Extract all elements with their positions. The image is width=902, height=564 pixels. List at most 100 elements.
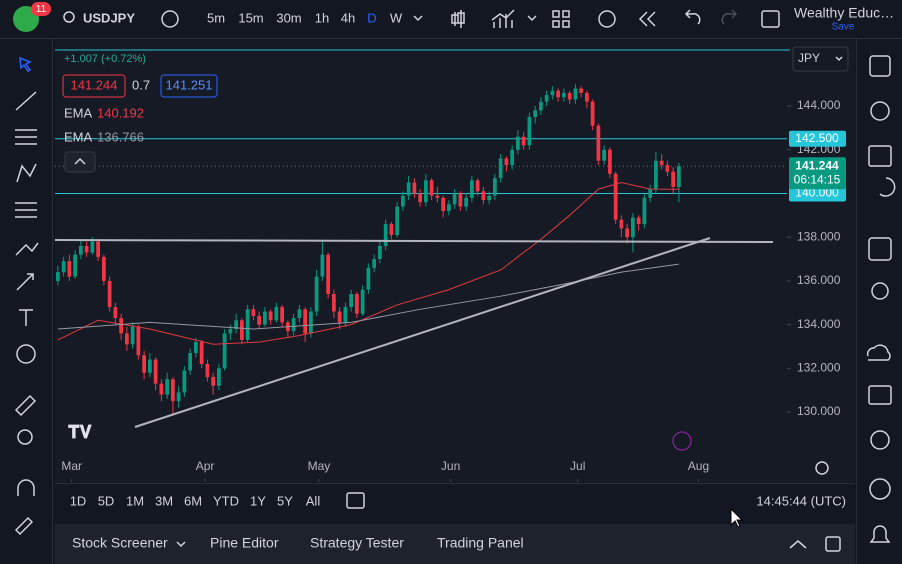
hotlists[interactable] (879, 177, 896, 197)
candle-body (458, 193, 463, 207)
sell-box[interactable] (62, 74, 126, 98)
bid[interactable]: 141.244 (71, 77, 118, 92)
settings[interactable] (815, 461, 829, 475)
cloud[interactable] (866, 344, 891, 361)
alerts-panel[interactable] (870, 101, 890, 121)
countdown: 06:14:15 (794, 172, 841, 186)
restore-panel[interactable] (825, 536, 841, 552)
watchlist[interactable] (869, 55, 891, 77)
range-button[interactable]: All (306, 493, 321, 508)
currency[interactable]: JPY (798, 51, 820, 65)
candle-body (263, 311, 267, 325)
range-button[interactable]: 1M (126, 493, 144, 508)
symbol[interactable]: USDJPY (83, 10, 135, 25)
brush-tool[interactable] (15, 242, 39, 256)
candle-body (452, 193, 457, 205)
account-name[interactable]: Wealthy Educ… (794, 5, 894, 21)
add-symbol[interactable] (161, 10, 179, 28)
emoji-tool[interactable] (16, 344, 36, 364)
layouts[interactable] (552, 10, 570, 28)
dropdown[interactable] (413, 15, 423, 22)
candle-body (222, 333, 227, 369)
panel-tab[interactable]: Trading Panel (437, 535, 524, 551)
rising-trendline[interactable] (134, 237, 711, 428)
arrow-tool[interactable] (16, 273, 34, 291)
panel-tab[interactable]: Stock Screener (72, 535, 168, 551)
collapse-legend[interactable] (64, 151, 96, 173)
candle-body (90, 241, 95, 253)
candle-body (320, 254, 325, 277)
currency-select[interactable] (792, 46, 849, 72)
buy-box[interactable] (160, 74, 218, 98)
dropdown (835, 56, 843, 62)
candle-body (274, 307, 279, 321)
fib-tool[interactable] (15, 129, 37, 145)
panel-tab[interactable]: Pine Editor (210, 535, 279, 551)
candle-body (194, 342, 198, 354)
chart-type[interactable] (451, 10, 465, 28)
indicators[interactable] (491, 9, 515, 28)
timeframe[interactable]: 30m (276, 10, 301, 25)
timeframe[interactable]: 1h (315, 10, 329, 25)
range-button[interactable]: 6M (184, 493, 202, 508)
pattern-tool[interactable] (16, 163, 37, 183)
range-button[interactable]: 5D (98, 493, 115, 508)
timeframe[interactable]: 15m (238, 10, 263, 25)
alert[interactable] (598, 10, 616, 28)
maximize-panel[interactable] (789, 540, 807, 549)
notifications[interactable] (869, 525, 891, 543)
news[interactable] (868, 145, 892, 167)
calendar[interactable] (868, 237, 892, 261)
timeframe[interactable]: 5m (207, 10, 225, 25)
replay[interactable] (638, 11, 656, 27)
line-tool[interactable] (15, 91, 37, 111)
streams[interactable] (869, 478, 891, 500)
timeframe[interactable]: 4h (341, 10, 355, 25)
candle-body (677, 166, 681, 187)
ideas[interactable] (871, 282, 889, 300)
events-icon[interactable] (672, 431, 692, 451)
candle-body (314, 276, 319, 312)
range-button[interactable]: 1D (70, 493, 87, 508)
range-button[interactable]: 3M (155, 493, 173, 508)
candle-body (73, 254, 77, 277)
cursor-tool[interactable] (19, 56, 32, 72)
candle-body (56, 272, 60, 281)
search-icon[interactable] (63, 11, 75, 23)
ask[interactable]: 141.251 (166, 77, 213, 92)
forecast-tool[interactable] (15, 202, 37, 218)
zoom-tool[interactable] (17, 429, 33, 445)
panel-tab[interactable]: Strategy Tester (310, 535, 404, 551)
dropdown[interactable] (527, 15, 537, 22)
fullscreen[interactable] (761, 10, 780, 28)
candle-body (291, 318, 296, 332)
dropdown[interactable] (176, 541, 186, 548)
y-tick-label: 136.000 (797, 273, 841, 287)
timeframe[interactable]: W (390, 10, 403, 25)
ema-line (57, 263, 679, 330)
ruler-tool[interactable] (14, 394, 37, 417)
horizontal-trendline[interactable] (54, 239, 774, 243)
undo[interactable] (684, 9, 701, 25)
save-button[interactable]: Save (832, 22, 855, 33)
range-button[interactable]: 1Y (250, 493, 266, 508)
magnet-tool[interactable] (17, 479, 35, 496)
range-button[interactable]: YTD (213, 493, 239, 508)
candle-body (343, 307, 348, 323)
help[interactable] (870, 430, 890, 450)
date-range[interactable] (346, 492, 365, 509)
candle-body (205, 363, 210, 378)
candle-body (309, 311, 313, 334)
text-tool[interactable] (19, 309, 33, 326)
candle-body (625, 228, 630, 238)
lock-drawings[interactable] (14, 516, 34, 536)
range-button[interactable]: 5Y (277, 493, 293, 508)
chats[interactable] (868, 385, 892, 405)
candle-body (510, 149, 515, 166)
candle-body (395, 206, 400, 235)
candle-body (642, 197, 647, 225)
candle-body (79, 245, 83, 255)
candle-body (493, 178, 497, 196)
timeframe[interactable]: D (367, 10, 376, 25)
candle-body (533, 110, 538, 117)
